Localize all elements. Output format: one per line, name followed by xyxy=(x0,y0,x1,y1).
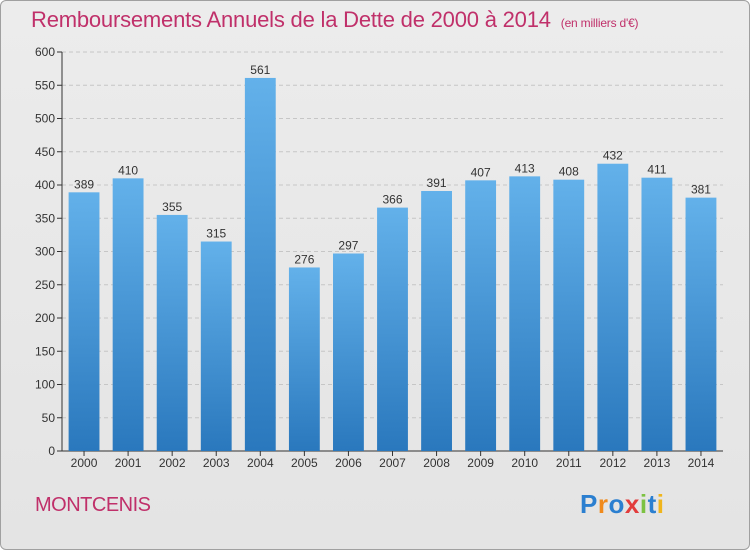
x-tick-label: 2008 xyxy=(423,456,450,470)
bar-value-label: 413 xyxy=(515,161,535,175)
x-tick-label: 2013 xyxy=(644,456,671,470)
bar-value-label: 391 xyxy=(427,176,447,190)
logo-letter: t xyxy=(647,489,657,519)
y-tick-label: 550 xyxy=(35,78,55,92)
x-tick-label: 2001 xyxy=(115,456,142,470)
chart-title-text: Remboursements Annuels de la Dette de 20… xyxy=(31,7,551,32)
bar-2000 xyxy=(68,192,100,451)
logo-letter: P xyxy=(580,489,598,519)
x-tick-label: 2007 xyxy=(379,456,406,470)
bar-2002 xyxy=(156,214,188,451)
logo-letter: i xyxy=(639,489,648,519)
bar-value-label: 355 xyxy=(162,200,182,214)
chart-subtitle: (en milliers d'€) xyxy=(560,16,639,30)
bar-2006 xyxy=(333,253,364,451)
bar-2004 xyxy=(244,77,276,451)
logo-letter: r xyxy=(597,489,609,519)
x-tick-label: 2014 xyxy=(688,456,715,470)
labels: 0 50 100 150 200 250 300 350 400 450 500 550 600 389 2… xyxy=(35,45,715,470)
x-tick-label: 2009 xyxy=(467,456,494,470)
y-tick-label: 500 xyxy=(35,112,55,126)
bars xyxy=(68,77,717,452)
y-tick-label: 350 xyxy=(35,211,55,225)
bar-2012 xyxy=(597,163,629,451)
y-tick-label: 600 xyxy=(35,45,55,59)
bar-value-label: 411 xyxy=(647,163,666,177)
y-tick-label: 400 xyxy=(35,178,55,192)
bar-2013 xyxy=(641,177,673,451)
x-tick-label: 2011 xyxy=(556,456,582,470)
bar-2001 xyxy=(112,178,144,451)
bar-value-label: 366 xyxy=(382,193,402,207)
logo-letter: x xyxy=(624,489,640,519)
proxiti-logo[interactable]: Proxiti xyxy=(580,489,664,520)
bar-value-label: 432 xyxy=(603,149,623,163)
bar-2008 xyxy=(421,190,452,452)
y-tick-label: 50 xyxy=(42,411,56,425)
x-tick-label: 2010 xyxy=(511,456,538,470)
bar-value-label: 381 xyxy=(691,183,711,197)
y-tick-label: 200 xyxy=(35,311,55,325)
y-tick-label: 250 xyxy=(35,278,55,292)
bar-2005 xyxy=(288,267,320,451)
bar-value-label: 276 xyxy=(294,252,314,266)
x-tick-label: 2000 xyxy=(71,456,98,470)
logo-letter: o xyxy=(608,489,625,519)
bar-value-label: 389 xyxy=(74,177,94,191)
x-tick-label: 2006 xyxy=(335,456,362,470)
bar-value-label: 408 xyxy=(559,165,579,179)
x-tick-label: 2012 xyxy=(599,456,626,470)
bar-value-label: 561 xyxy=(250,63,270,77)
logo-letter: i xyxy=(656,489,665,519)
y-tick-label: 300 xyxy=(35,245,55,259)
x-tick-label: 2003 xyxy=(203,456,230,470)
x-tick-label: 2005 xyxy=(291,456,318,470)
bar-value-label: 407 xyxy=(471,165,491,179)
bar-value-label: 297 xyxy=(338,238,358,252)
place-name: MONTCENIS xyxy=(35,494,151,516)
bar-2014 xyxy=(685,197,717,451)
bar-value-label: 315 xyxy=(206,227,226,241)
y-tick-label: 150 xyxy=(35,344,55,358)
y-tick-label: 450 xyxy=(35,145,55,159)
y-tick-label: 0 xyxy=(48,444,55,458)
bar-2003 xyxy=(200,241,232,451)
x-tick-label: 2004 xyxy=(247,456,274,470)
bar-2010 xyxy=(509,176,541,452)
chart-title: Remboursements Annuels de la Dette de 20… xyxy=(31,7,639,33)
y-tick-label: 100 xyxy=(35,378,55,392)
bar-2007 xyxy=(377,207,408,451)
bar-2011 xyxy=(553,179,585,451)
bar-2009 xyxy=(465,180,497,451)
bar-value-label: 410 xyxy=(118,163,138,177)
x-tick-label: 2002 xyxy=(159,456,186,470)
